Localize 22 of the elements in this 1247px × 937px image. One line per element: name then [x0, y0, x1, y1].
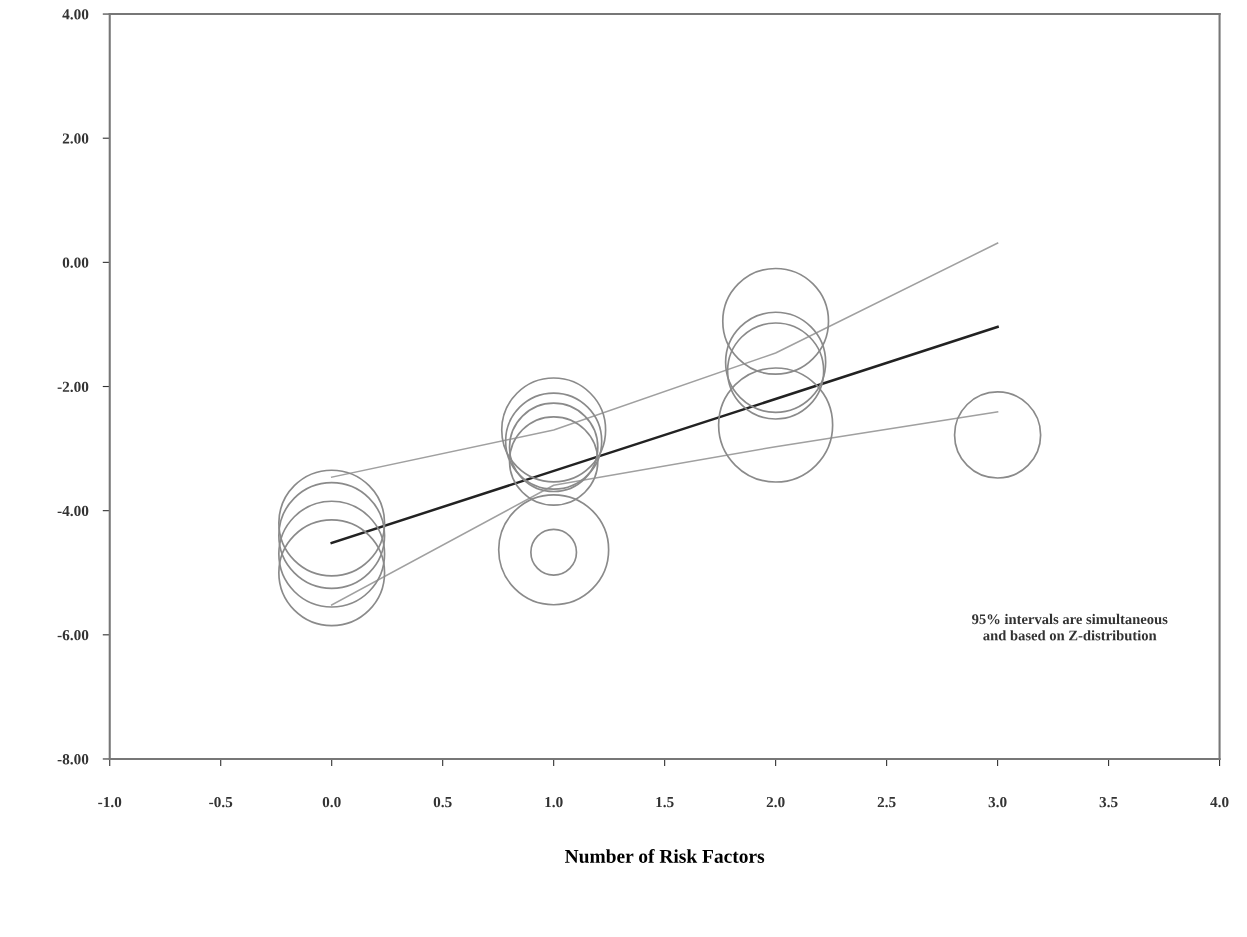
y-tick-label: -2.00	[57, 381, 89, 393]
x-tick-label: 1.5	[656, 796, 674, 808]
x-tick-label: 0.5	[433, 796, 452, 808]
annotation: 95% intervals are simultaneous and based on Z-distribution	[972, 613, 1168, 641]
y-tick-label: 2.00	[62, 133, 89, 144]
x-tick-label: 2.0	[766, 796, 785, 808]
y-tick-label: 4.00	[62, 9, 89, 20]
line-series	[330, 242, 999, 478]
x-tick-label: 3.0	[988, 796, 1007, 808]
x-tick-label: 2.5	[877, 796, 896, 808]
y-tick-label: -6.00	[57, 629, 89, 641]
y-tick-label: 0.00	[62, 257, 89, 268]
x-tick-label: -1.0	[98, 796, 122, 808]
y-tick-label: -4.00	[57, 505, 89, 517]
x-tick-label: -0.5	[209, 796, 233, 808]
x-axis-title: Number of Risk Factors	[565, 849, 765, 863]
y-tick-label: -8.00	[57, 754, 89, 765]
x-tick-label: 4.0	[1210, 796, 1229, 808]
line-series	[330, 411, 999, 606]
x-tick-label: 0.0	[322, 796, 341, 808]
x-tick-label: 1.0	[545, 796, 563, 808]
x-tick-label: 3.5	[1099, 796, 1118, 808]
